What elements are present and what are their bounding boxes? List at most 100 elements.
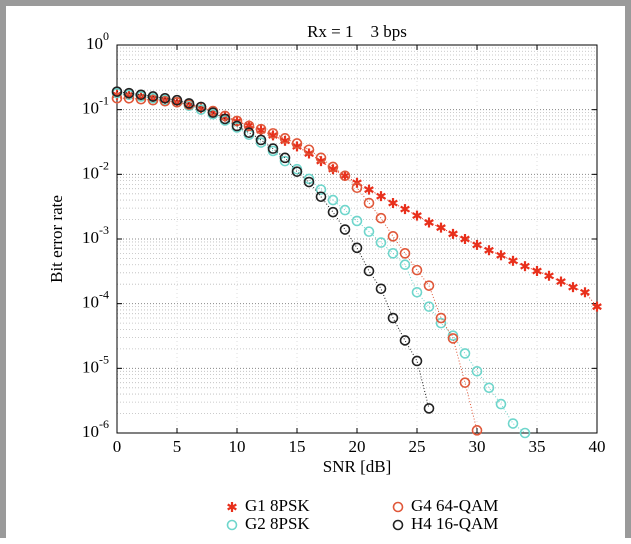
star-stroke: [472, 241, 482, 249]
circle-marker: [327, 194, 339, 206]
circle-marker: [411, 355, 423, 367]
x-tick-label: 40: [589, 437, 606, 456]
star-marker: [436, 222, 446, 233]
star-stroke: [424, 219, 434, 226]
plot-frame: [116, 44, 598, 434]
star-marker: [532, 266, 542, 277]
tick-base: 10: [82, 99, 99, 118]
circle-marker: [363, 226, 375, 237]
circle-marker: [279, 133, 291, 144]
circle-marker: [339, 170, 351, 182]
star-marker: [227, 502, 237, 512]
tick-base: 10: [82, 422, 99, 441]
star-stroke: [580, 288, 590, 296]
circle-marker: [111, 92, 123, 104]
star-stroke: [244, 122, 254, 129]
y-tick-label: 10-1: [82, 93, 109, 117]
circle-marker: [315, 184, 327, 195]
circle-marker: [291, 138, 303, 149]
circle-marker: [159, 95, 171, 107]
star-marker: [400, 204, 410, 215]
star-marker: [340, 170, 350, 181]
tick-exponent: -5: [99, 352, 109, 366]
circle-marker: [339, 204, 351, 216]
star-stroke: [364, 186, 374, 194]
circle-marker: [387, 248, 399, 259]
circle-marker: [483, 382, 495, 394]
tick-exponent: -6: [99, 417, 109, 431]
circle-marker: [207, 107, 219, 118]
circle-marker: [303, 144, 315, 156]
star-stroke: [436, 224, 446, 232]
star-marker: [316, 156, 326, 167]
circle-marker: [267, 128, 279, 139]
star-stroke: [532, 267, 542, 275]
legend-label: G2 8PSK: [245, 514, 310, 533]
star-marker: [508, 255, 518, 266]
star-stroke: [340, 172, 350, 180]
circle-marker: [351, 182, 363, 194]
y-tick-label: 10-3: [82, 223, 109, 247]
star-stroke: [460, 235, 470, 243]
y-tick-label: 10-4: [82, 287, 109, 311]
x-tick-label: 35: [529, 437, 546, 456]
circle-marker: [375, 237, 387, 248]
circle-marker: [387, 312, 399, 324]
x-tick-label: 10: [229, 437, 246, 456]
circle-marker: [447, 333, 459, 344]
circle-marker: [147, 94, 159, 106]
x-tick-label: 5: [173, 437, 182, 456]
star-marker: [520, 261, 530, 272]
star-stroke: [484, 246, 494, 254]
circle-marker: [375, 283, 387, 295]
circle-marker: [183, 98, 195, 109]
circle-marker: [387, 231, 399, 242]
circle-marker: [219, 110, 231, 122]
x-axis-label: SNR [dB]: [323, 457, 391, 476]
circle-marker: [519, 427, 531, 439]
circle-marker: [399, 335, 411, 346]
circle-marker: [267, 143, 279, 154]
star-marker: [568, 282, 578, 293]
circle-marker: [135, 89, 147, 101]
circle-marker: [363, 265, 375, 277]
circle-marker: [399, 259, 411, 271]
circle-marker: [459, 348, 471, 359]
circle-marker: [219, 113, 231, 125]
series-line: [116, 91, 430, 409]
legend-label: G1 8PSK: [245, 496, 310, 515]
circle-marker: [303, 173, 315, 185]
tick-base: 10: [82, 228, 99, 247]
circle-marker: [411, 286, 423, 298]
circle-marker: [471, 365, 483, 377]
circle-marker: [255, 134, 267, 146]
circle-marker: [279, 155, 291, 167]
circle-marker: [255, 123, 267, 135]
circle-marker: [423, 280, 435, 291]
star-stroke: [412, 212, 422, 220]
x-tick-label: 0: [113, 437, 122, 456]
star-marker: [496, 250, 506, 261]
circle-marker: [315, 191, 327, 203]
star-stroke: [388, 199, 398, 207]
star-marker: [424, 217, 434, 228]
star-marker: [292, 141, 302, 152]
star-marker: [472, 239, 482, 250]
star-stroke: [520, 262, 530, 270]
chart-title: Rx = 1 3 bps: [307, 22, 407, 41]
star-marker: [412, 210, 422, 221]
circle-marker: [315, 152, 327, 164]
star-stroke: [400, 205, 410, 213]
y-axis-label: Bit error rate: [47, 195, 66, 283]
series-line: [117, 94, 598, 307]
tick-base: 10: [86, 34, 103, 53]
legend-label: H4 16-QAM: [411, 514, 498, 533]
star-marker: [364, 184, 374, 195]
circle-marker: [231, 115, 243, 127]
star-stroke: [568, 283, 578, 291]
y-tick-label: 10-6: [82, 417, 109, 441]
circle-marker: [339, 224, 351, 235]
star-stroke: [508, 257, 518, 265]
